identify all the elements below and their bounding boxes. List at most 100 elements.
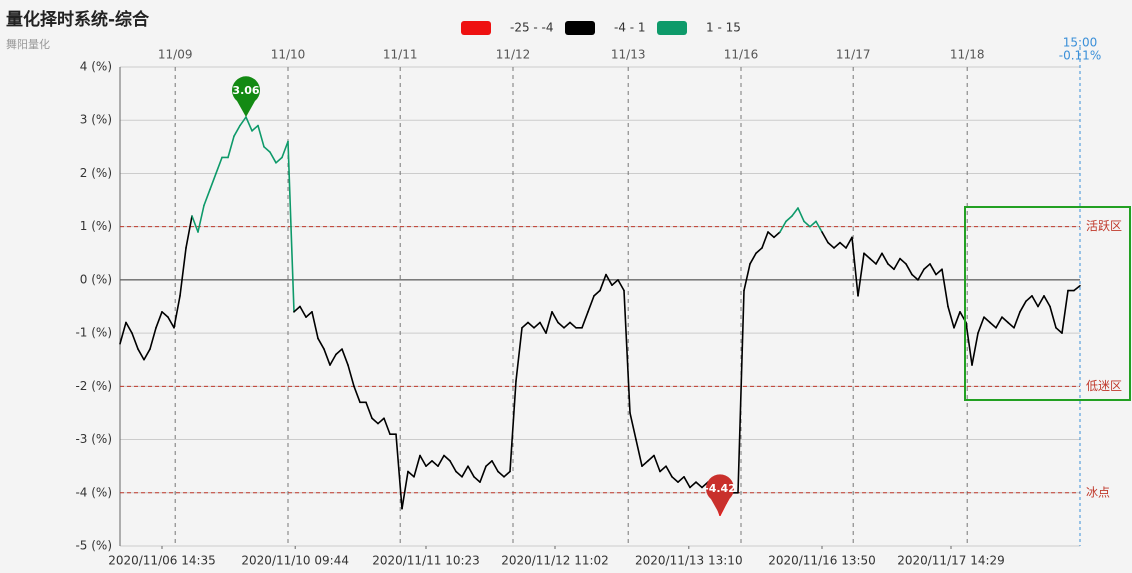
line-segment	[1055, 326, 1063, 334]
line-segment	[545, 311, 553, 334]
x-tick-label: 11/12	[496, 48, 531, 62]
line-segment	[371, 417, 379, 425]
line-segment	[431, 460, 439, 467]
x-tick-label: 11/17	[836, 48, 871, 62]
x-tick-label: 2020/11/12 11:02	[501, 554, 609, 568]
line-segment	[893, 257, 901, 271]
line-segment	[413, 454, 421, 478]
line-segment	[323, 348, 331, 366]
line-segment	[857, 252, 865, 297]
line-segment	[341, 348, 349, 366]
line-segment	[119, 321, 127, 345]
x-tick-label: 2020/11/10 09:44	[241, 554, 349, 568]
line-segment	[365, 401, 373, 420]
mark-line-label: 低迷区	[1086, 379, 1122, 393]
x-tick-label: 11/18	[950, 48, 985, 62]
line-segment	[671, 476, 679, 483]
line-segment	[929, 263, 937, 276]
line-segment	[581, 311, 589, 329]
line-segment	[437, 454, 445, 467]
line-segment	[1013, 311, 1021, 329]
line-segment	[125, 321, 133, 334]
line-segment	[287, 140, 295, 313]
line-segment	[947, 305, 955, 329]
end-time: 15:00	[1063, 36, 1098, 50]
line-segment	[833, 241, 841, 249]
line-segment	[809, 220, 817, 228]
line-segment	[659, 465, 667, 473]
chart-subtitle: 舞阳量化	[6, 37, 50, 51]
line-segment	[863, 252, 871, 260]
line-segment	[245, 116, 253, 132]
line-segment	[239, 116, 247, 127]
line-segment	[899, 257, 907, 265]
line-segment	[509, 380, 517, 473]
x-tick-label: 11/13	[611, 48, 646, 62]
line-segment	[557, 321, 565, 329]
line-segment	[839, 241, 847, 249]
line-segment	[803, 220, 811, 228]
x-tick-label: 2020/11/06 14:35	[108, 554, 216, 568]
line-segment	[767, 231, 775, 239]
x-tick-label: 2020/11/13 13:10	[635, 554, 743, 568]
line-segment	[623, 289, 631, 414]
line-segment	[155, 311, 163, 329]
line-segment	[965, 321, 973, 366]
line-segment	[425, 460, 433, 467]
line-segment	[377, 417, 385, 425]
line-segment	[263, 146, 271, 153]
line-segment	[227, 135, 235, 159]
line-segment	[1025, 295, 1033, 302]
line-segment	[905, 263, 913, 276]
line-segment	[203, 188, 211, 207]
legend-swatch	[657, 21, 687, 35]
line-segment	[1007, 321, 1015, 329]
line-segment	[407, 470, 415, 478]
line-segment	[185, 215, 193, 249]
line-segment	[773, 231, 781, 239]
line-segment	[335, 348, 343, 356]
line-segment	[497, 470, 505, 478]
y-tick-label: 0 (%)	[80, 272, 112, 286]
line-segment	[281, 140, 289, 159]
pin-label: 3.06	[232, 84, 259, 97]
line-segment	[917, 268, 925, 281]
line-segment	[815, 220, 823, 233]
line-segment	[851, 236, 859, 297]
line-segment	[257, 124, 265, 148]
line-segment	[599, 273, 607, 292]
line-segment	[689, 481, 697, 489]
x-tick-label: 2020/11/16 13:50	[768, 554, 876, 568]
y-tick-label: -5 (%)	[75, 539, 112, 553]
line-segment	[953, 311, 961, 329]
line-segment	[401, 470, 409, 510]
line-segment	[383, 417, 391, 436]
line-segment	[449, 460, 457, 473]
legend-label: -25 - -4	[510, 21, 554, 35]
line-segment	[761, 231, 769, 249]
line-segment	[887, 263, 895, 271]
line-segment	[695, 481, 703, 489]
line-segment	[923, 263, 931, 271]
line-segment	[977, 316, 985, 334]
line-segment	[653, 454, 661, 473]
line-segment	[1049, 305, 1057, 329]
legend-label: 1 - 15	[706, 21, 741, 35]
line-segment	[395, 433, 403, 510]
line-segment	[479, 465, 487, 483]
line-segment	[683, 476, 691, 489]
line-segment	[1037, 295, 1045, 308]
line-segment	[467, 465, 475, 478]
line-segment	[311, 311, 319, 340]
line-segment	[173, 295, 181, 329]
line-segment	[617, 279, 625, 292]
line-segment	[587, 295, 595, 313]
line-segment	[419, 454, 427, 467]
line-segment	[347, 364, 355, 388]
x-tick-label: 11/11	[383, 48, 418, 62]
line-segment	[503, 470, 511, 478]
x-tick-label: 2020/11/11 10:23	[372, 554, 480, 568]
line-segment	[317, 337, 325, 350]
y-tick-label: 3 (%)	[80, 113, 112, 127]
